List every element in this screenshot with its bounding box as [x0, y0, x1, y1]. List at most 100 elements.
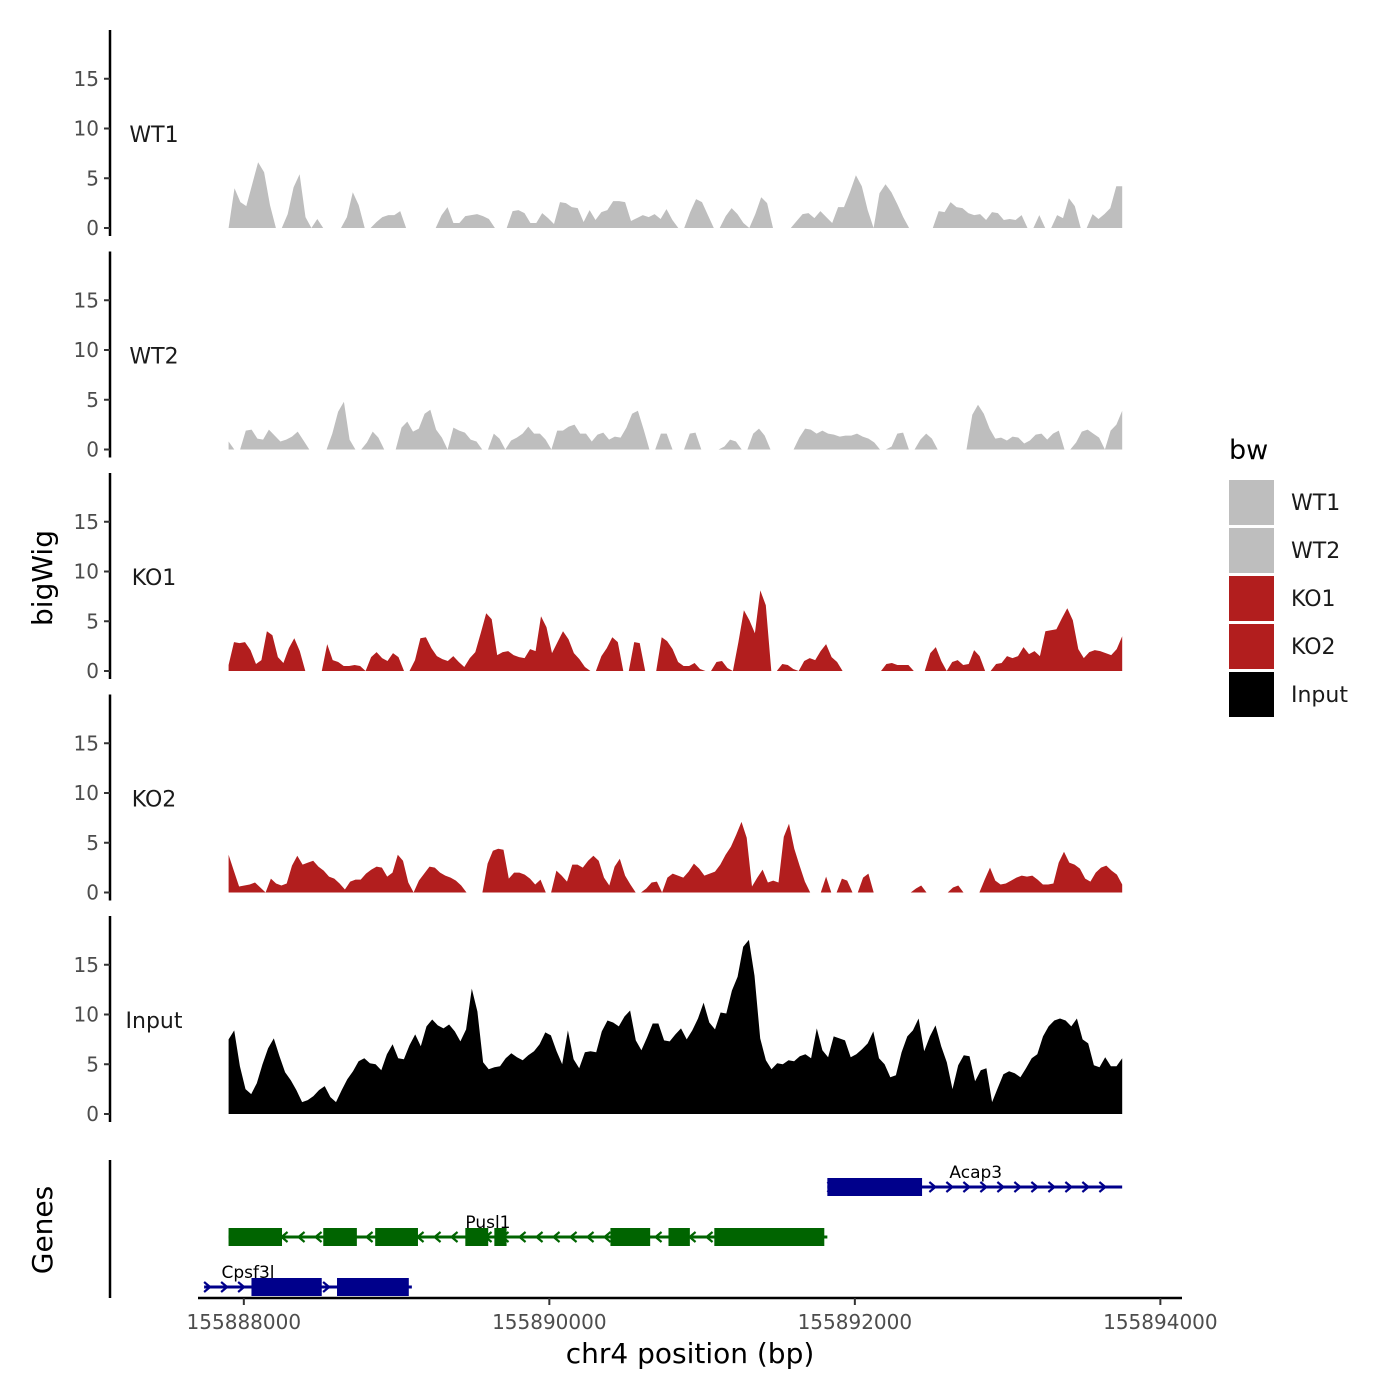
gene-label: Cpsf3l — [221, 1263, 274, 1283]
strand-arrow — [704, 1231, 714, 1243]
strand-arrow — [945, 1181, 955, 1193]
y-tick-label: 0 — [86, 881, 99, 905]
y-tick-label: 10 — [74, 338, 99, 362]
gene-exon — [323, 1228, 357, 1246]
y-tick-label: 0 — [86, 659, 99, 683]
y-tick-label: 0 — [86, 216, 99, 240]
track-label-wt2: WT2 — [129, 345, 178, 370]
track-ko2: 0 5 10 15 KO2 — [74, 694, 1123, 905]
strand-arrow — [1013, 1181, 1023, 1193]
gene-exon — [465, 1228, 489, 1246]
legend-swatch-wt2 — [1229, 528, 1274, 573]
gene-exon — [228, 1228, 283, 1246]
strand-arrow — [203, 1281, 212, 1293]
strand-arrow — [237, 1281, 246, 1293]
strand-arrow — [996, 1181, 1006, 1193]
legend-swatch-wt1 — [1229, 480, 1274, 525]
legend-label-wt1: WT1 — [1291, 491, 1340, 516]
legend-label-input: Input — [1291, 683, 1348, 708]
area-wt2 — [228, 401, 1123, 450]
x-tick-label: 155890000 — [492, 1310, 607, 1334]
gene-exon — [494, 1228, 507, 1246]
strand-arrow — [1098, 1181, 1108, 1193]
gene-exon — [375, 1228, 418, 1246]
track-label-ko1: KO1 — [132, 566, 177, 591]
gene-cpsf3l: Cpsf3l — [203, 1263, 412, 1296]
x-axis: 155888000 155890000 155892000 155894000 — [187, 1296, 1218, 1334]
area-input — [228, 939, 1123, 1114]
y-tick-label: 15 — [74, 510, 99, 534]
strand-arrow — [585, 1231, 595, 1243]
legend-label-ko1: KO1 — [1291, 587, 1336, 612]
legend-swatch-ko1 — [1229, 576, 1274, 621]
strand-arrow — [653, 1231, 663, 1243]
y-tick-label: 10 — [74, 1003, 99, 1027]
strand-arrow — [602, 1231, 612, 1243]
track-label-ko2: KO2 — [132, 788, 177, 813]
strand-arrow — [432, 1231, 442, 1243]
y-tick-label: 15 — [74, 288, 99, 312]
gene-exon — [251, 1278, 322, 1296]
strand-arrow — [928, 1181, 938, 1193]
x-tick-label: 155892000 — [798, 1310, 913, 1334]
x-axis-title: chr4 position (bp) — [566, 1337, 815, 1370]
gene-exon — [714, 1228, 825, 1246]
track-wt1: 0 5 10 15 WT1 — [74, 30, 1123, 240]
legend-title: bw — [1229, 435, 1268, 466]
gene-label: Pusl1 — [465, 1213, 510, 1233]
strand-arrow — [1030, 1181, 1040, 1193]
x-tick-label: 155894000 — [1103, 1310, 1218, 1334]
y-tick-label: 15 — [74, 731, 99, 755]
y-tick-label: 5 — [86, 388, 99, 412]
strand-arrow — [296, 1231, 306, 1243]
y-axis-title: bigWig — [26, 530, 59, 626]
track-label-wt1: WT1 — [129, 123, 178, 148]
y-tick-label: 0 — [86, 1102, 99, 1126]
y-tick-label: 10 — [74, 781, 99, 805]
area-ko2 — [228, 821, 1123, 893]
strand-arrow — [220, 1281, 229, 1293]
strand-arrow — [1047, 1181, 1057, 1193]
y-tick-label: 10 — [74, 560, 99, 584]
x-tick-label: 155888000 — [187, 1310, 302, 1334]
y-tick-label: 15 — [74, 953, 99, 977]
gene-track: Acap3 Pusl1 Cpsf3l — [108, 1160, 1123, 1298]
strand-arrow — [534, 1231, 544, 1243]
y-tick-label: 5 — [86, 609, 99, 633]
legend-swatch-ko2 — [1229, 624, 1274, 669]
bigwig-tracks: 0 5 10 15 WT1 0 5 10 15 WT2 0 5 10 15 KO1 0 5 10 15 KO2 0 5 10… — [74, 30, 1123, 1126]
y-tick-label: 10 — [74, 117, 99, 141]
strand-arrow — [1081, 1181, 1091, 1193]
legend: bw WT1 WT2 KO1 KO2 Input — [1229, 435, 1348, 717]
track-wt2: 0 5 10 15 WT2 — [74, 251, 1123, 462]
y-tick-label: 5 — [86, 166, 99, 190]
track-label-input: Input — [126, 1009, 183, 1034]
y-tick-label: 0 — [86, 438, 99, 462]
strand-arrow — [1064, 1181, 1074, 1193]
legend-label-wt2: WT2 — [1291, 539, 1340, 564]
gene-exon — [610, 1228, 651, 1246]
strand-arrow — [313, 1231, 323, 1243]
genes-axis-title: Genes — [26, 1186, 59, 1274]
gene-label: Acap3 — [949, 1163, 1002, 1183]
track-ko1: 0 5 10 15 KO1 — [74, 473, 1123, 683]
y-tick-label: 5 — [86, 1052, 99, 1076]
gene-exon — [668, 1228, 690, 1246]
strand-arrow — [364, 1231, 374, 1243]
strand-arrow — [568, 1231, 578, 1243]
area-wt1 — [228, 162, 1123, 228]
y-tick-label: 5 — [86, 831, 99, 855]
area-ko1 — [228, 590, 1123, 671]
gene-exon — [337, 1278, 409, 1296]
legend-swatch-input — [1229, 672, 1274, 717]
strand-arrow — [517, 1231, 527, 1243]
strand-arrow — [979, 1181, 989, 1193]
legend-label-ko2: KO2 — [1291, 635, 1336, 660]
gene-acap3: Acap3 — [826, 1163, 1123, 1196]
y-tick-label: 15 — [74, 67, 99, 91]
strand-arrow — [322, 1281, 331, 1293]
strand-arrow — [551, 1231, 561, 1243]
strand-arrow — [449, 1231, 459, 1243]
strand-arrow — [962, 1181, 972, 1193]
